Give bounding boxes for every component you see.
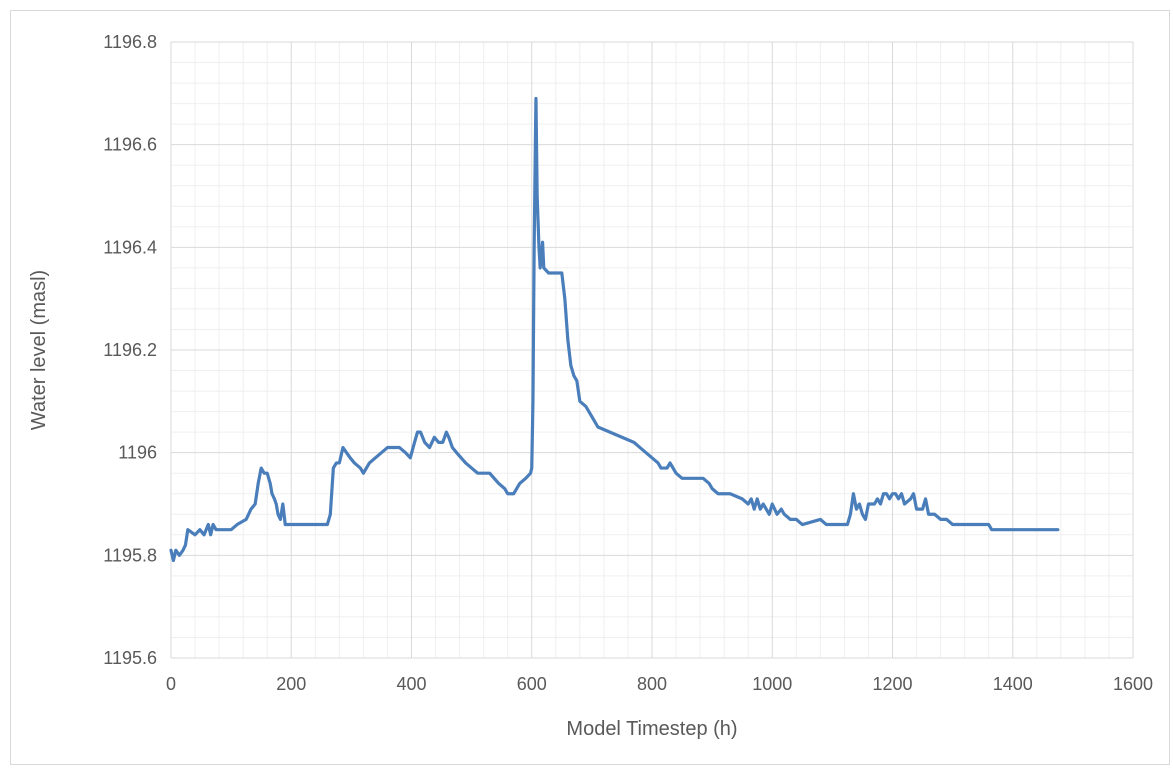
- x-tick-label: 600: [517, 674, 547, 694]
- water-level-series-line: [169, 96, 1060, 563]
- x-tick-label: 1200: [872, 674, 912, 694]
- y-tick-label: 1195.8: [103, 545, 157, 565]
- x-tick-label: 1400: [993, 674, 1033, 694]
- y-tick-label: 1196.6: [103, 135, 157, 155]
- x-tick-label: 400: [396, 674, 426, 694]
- x-tick-label: 1600: [1113, 674, 1153, 694]
- x-axis-tick-labels: 0 200 400 600 800 1000 1200 1400 1600: [166, 674, 1153, 694]
- line-chart: 1195.6 1195.8 1196 1196.2 1196.4 1196.6 1196.8…: [28, 32, 1153, 740]
- y-tick-label: 1196.4: [103, 237, 157, 257]
- y-axis-title: Water level (masl): [28, 270, 50, 430]
- y-tick-label: 1196: [118, 443, 157, 463]
- x-tick-label: 1000: [752, 674, 792, 694]
- y-tick-label: 1196.8: [103, 32, 157, 52]
- x-tick-label: 0: [166, 674, 176, 694]
- x-axis-title: Model Timestep (h): [566, 718, 737, 740]
- x-tick-label: 200: [276, 674, 306, 694]
- series-layer: [169, 96, 1060, 563]
- major-gridlines: [170, 41, 1134, 659]
- y-tick-label: 1195.6: [103, 648, 157, 668]
- y-axis-tick-labels: 1195.6 1195.8 1196 1196.2 1196.4 1196.6 1196.8: [103, 32, 157, 668]
- x-tick-label: 800: [637, 674, 667, 694]
- y-tick-label: 1196.2: [103, 340, 157, 360]
- chart-area: 1195.6 1195.8 1196 1196.2 1196.4 1196.6 1196.8…: [10, 10, 1170, 765]
